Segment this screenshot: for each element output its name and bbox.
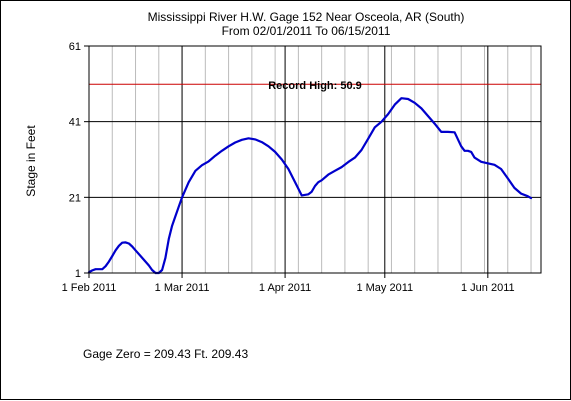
y-tick-label: 41: [69, 117, 81, 129]
x-tick-label: 1 Mar 2011: [155, 282, 210, 294]
stage-series-line: [87, 97, 533, 275]
chart-title: Mississippi River H.W. Gage 152 Near Osc…: [148, 10, 465, 24]
x-tick-label: 1 Apr 2011: [259, 282, 311, 294]
y-axis-ticks: 1 21 41 61: [69, 41, 89, 280]
y-tick-label: 61: [69, 41, 81, 53]
x-tick-label: 1 May 2011: [356, 282, 413, 294]
chart-subtitle: From 02/01/2011 To 06/15/2011: [222, 24, 391, 38]
record-high-label: Record High: 50.9: [268, 80, 362, 92]
x-tick-label: 1 Feb 2011: [62, 282, 117, 294]
y-axis-label: Stage in Feet: [24, 125, 38, 197]
y-tick-label: 1: [75, 268, 81, 280]
x-tick-label: 1 Jun 2011: [461, 282, 515, 294]
plot-area: [88, 45, 542, 274]
gage-zero-note: Gage Zero = 209.43 Ft. 209.43: [83, 347, 248, 361]
y-tick-label: 21: [69, 192, 81, 204]
x-axis-ticks: 1 Feb 2011 1 Mar 2011 1 Apr 2011 1 May 2011…: [62, 273, 515, 294]
